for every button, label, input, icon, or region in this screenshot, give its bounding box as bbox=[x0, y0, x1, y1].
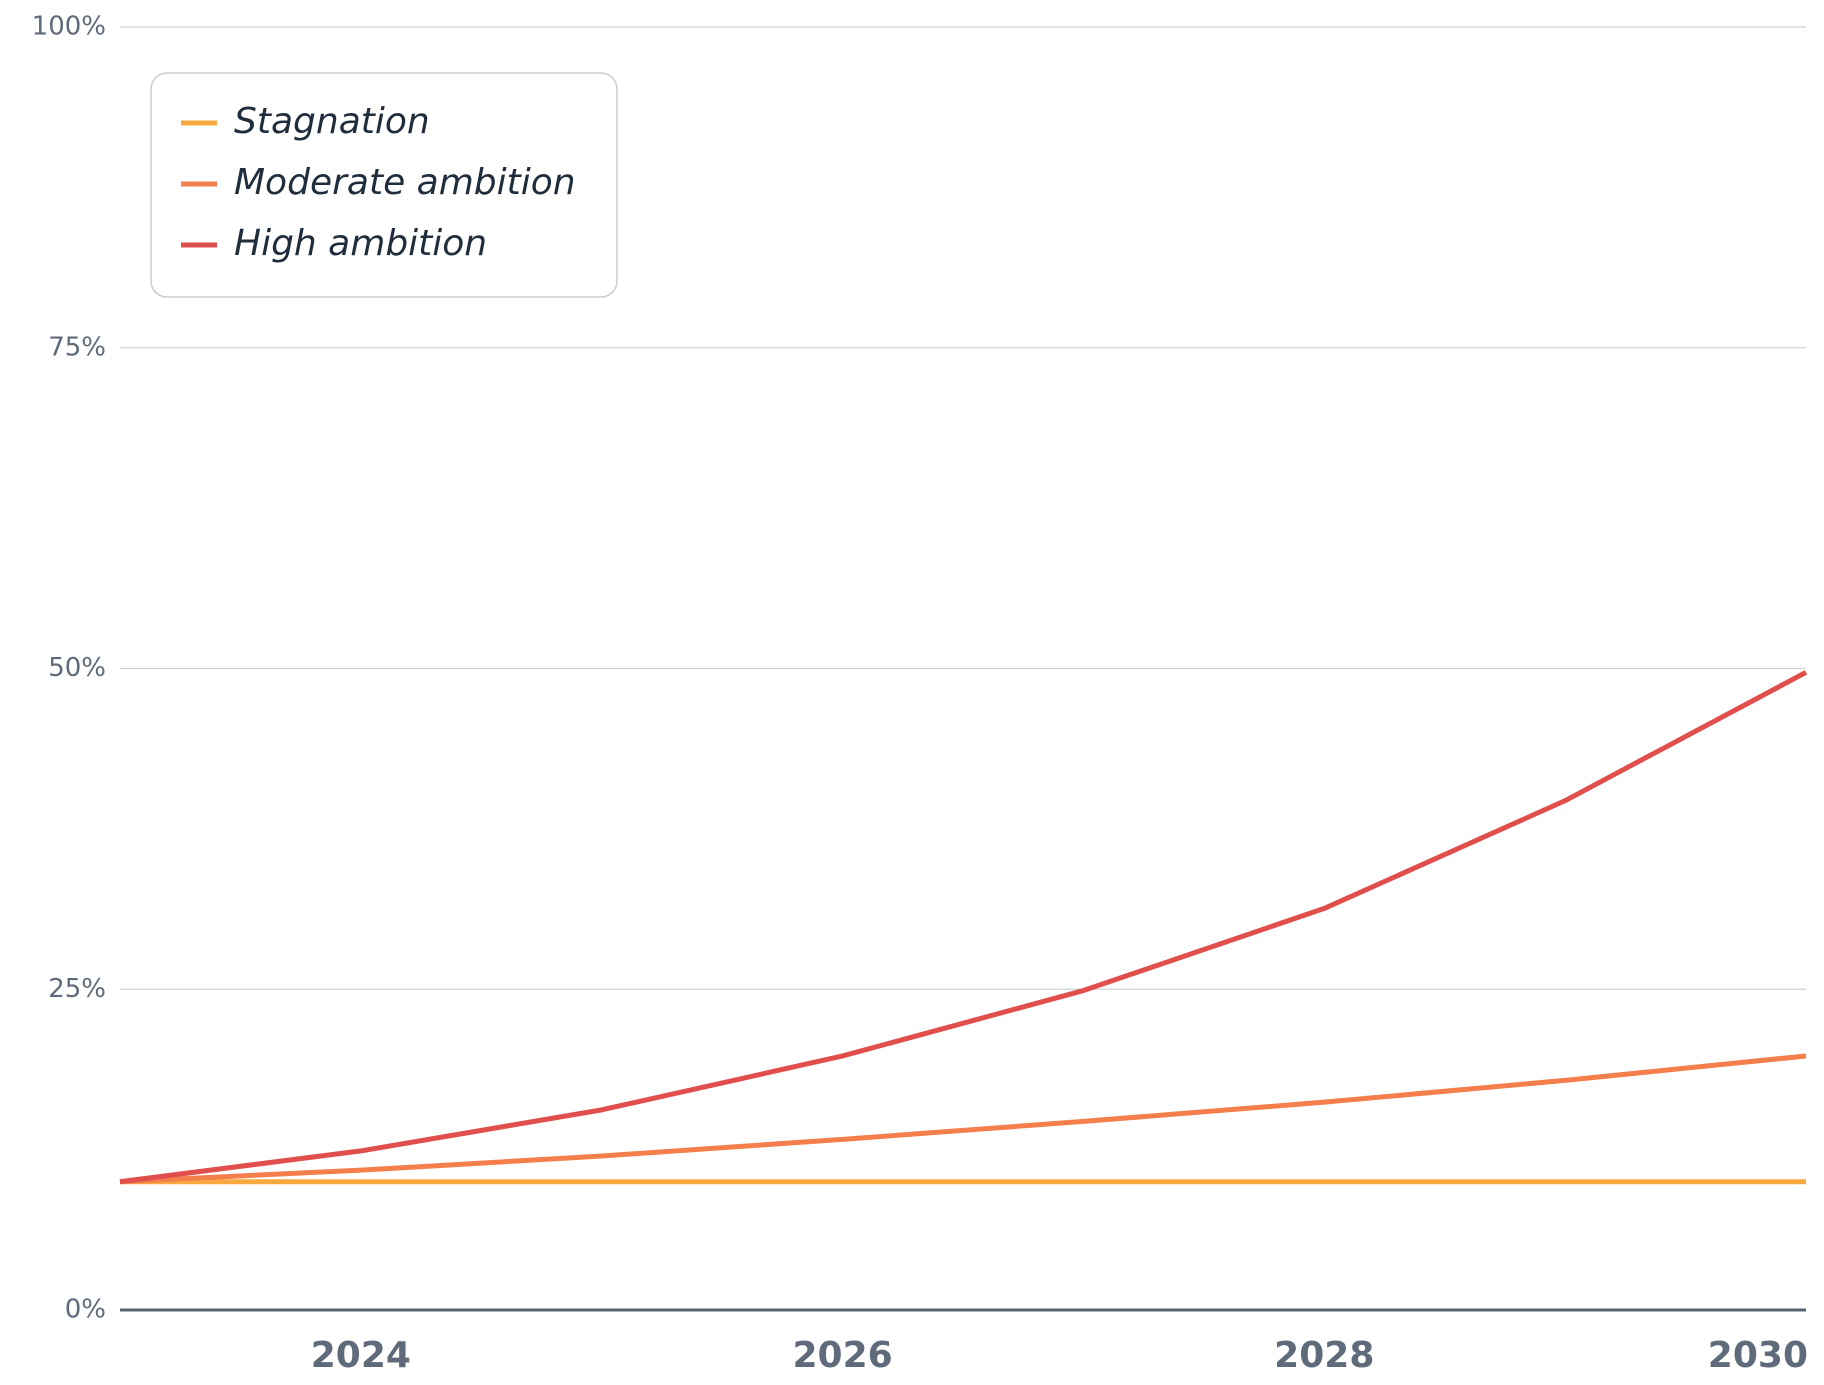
series-line bbox=[119, 1053, 1807, 1185]
y-tick-label: 0% bbox=[65, 1295, 106, 1325]
series-line bbox=[119, 670, 1808, 1185]
x-tick-label: 2026 bbox=[792, 1335, 892, 1376]
legend-label: Stagnation bbox=[234, 101, 430, 142]
legend-label: Moderate ambition bbox=[234, 162, 576, 203]
x-tick-label: 2028 bbox=[1274, 1335, 1374, 1376]
y-tick-label: 50% bbox=[48, 653, 106, 683]
y-tick-label: 25% bbox=[48, 974, 106, 1004]
y-tick-label: 100% bbox=[32, 12, 106, 42]
legend-box bbox=[150, 72, 618, 298]
x-tick-label: 2030 bbox=[1708, 1335, 1808, 1376]
legend-label: High ambition bbox=[234, 223, 487, 264]
y-tick-label: 75% bbox=[48, 332, 106, 362]
x-tick-label: 2024 bbox=[311, 1335, 411, 1376]
